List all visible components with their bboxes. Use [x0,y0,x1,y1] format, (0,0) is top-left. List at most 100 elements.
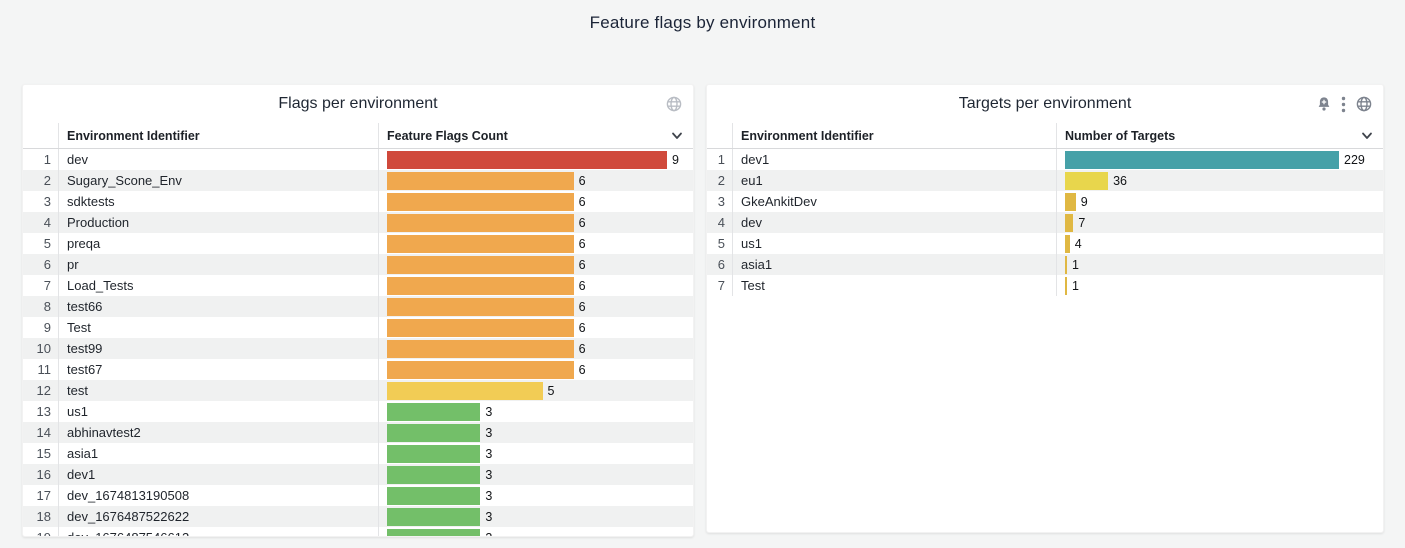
chevron-down-icon[interactable] [671,131,683,140]
table-row: 13 us1 3 [23,401,693,422]
bar-cell: 1 [1056,275,1383,296]
value-label: 1 [1072,278,1079,293]
chevron-down-icon[interactable] [1361,131,1373,140]
value-label: 3 [485,488,493,503]
value-bar [387,360,574,379]
value-label: 6 [578,257,586,272]
environment-name: dev1 [67,467,96,482]
value-bar [387,444,481,463]
table-row: 6 pr 6 [23,254,693,275]
bell-plus-icon[interactable] [1316,96,1332,113]
value-label: 9 [1080,194,1088,209]
table-row: 3 GkeAnkitDev 9 [707,191,1383,212]
bar-cell: 229 [1056,149,1383,170]
table-row: 11 test67 6 [23,359,693,380]
value-label: 7 [1078,215,1086,230]
row-index-header [23,123,59,148]
environment-name: dev_1676487546612 [59,527,378,536]
value-bar [1065,171,1109,190]
value-bar [387,276,574,295]
value-label: 6 [578,278,586,293]
environment-name: dev_1676487522622 [67,509,190,524]
value-bar [387,528,481,536]
table-row: 8 test66 6 [23,296,693,317]
value-label: 9 [672,152,679,167]
value-bar [1065,192,1076,211]
table-row: 4 Production 6 [23,212,693,233]
environment-name: test99 [67,341,103,356]
column-header-environment-identifier[interactable]: Environment Identifier [741,128,874,143]
bar-cell: 3 [378,464,693,485]
table-row: 5 preqa 6 [23,233,693,254]
environment-name: Sugary_Scone_Env [67,173,182,188]
row-index: 3 [23,191,59,212]
table-row: 3 sdktests 6 [23,191,693,212]
bar-cell: 3 [378,506,693,527]
bar-cell: 3 [378,443,693,464]
table-row: 9 Test 6 [23,317,693,338]
bar-cell: 36 [1056,170,1383,191]
environment-name: dev [741,215,762,230]
bar-cell: 7 [1056,212,1383,233]
value-label: 6 [578,215,586,230]
table-row: 2 eu1 36 [707,170,1383,191]
row-index: 13 [23,401,59,422]
value-label: 6 [578,299,586,314]
row-index: 14 [23,422,59,443]
value-label: 5 [547,383,555,398]
environment-name: dev_1674813190508 [67,488,190,503]
value-bar [387,255,574,274]
bar-cell: 4 [1056,233,1383,254]
value-bar [387,234,574,253]
value-bar [387,486,481,505]
value-bar [387,339,574,358]
environment-name: GkeAnkitDev [741,194,817,209]
row-index: 15 [23,443,59,464]
bar-cell: 3 [378,422,693,443]
globe-icon[interactable] [1355,95,1373,113]
value-label: 6 [578,173,586,188]
table-row: 7 Test 1 [707,275,1383,296]
row-index: 10 [23,338,59,359]
bar-cell: 1 [1056,254,1383,275]
bar-cell: 6 [378,170,693,191]
row-index-header [707,123,733,148]
panel-header: Targets per environment [707,85,1383,123]
value-label: 6 [578,362,586,377]
row-index: 16 [23,464,59,485]
value-label: 3 [485,531,492,537]
table-header: Environment Identifier Number of Targets [707,123,1383,149]
value-label: 6 [578,194,586,209]
environment-name: us1 [67,404,88,419]
panel-header: Flags per environment [23,85,693,123]
column-header-label: Number of Targets [1065,128,1176,143]
bar-cell: 6 [378,275,693,296]
row-index: 5 [23,233,59,254]
bar-cell: 6 [378,254,693,275]
column-header-number-of-targets[interactable]: Number of Targets [1056,123,1383,148]
value-label: 4 [1074,236,1082,251]
column-header-environment-identifier[interactable]: Environment Identifier [67,128,200,143]
table-row: 1 dev1 229 [707,149,1383,170]
environment-name: abhinavtest2 [67,425,141,440]
table-row: 17 dev_1674813190508 3 [23,485,693,506]
environment-name: test [67,383,88,398]
value-bar [387,402,481,421]
value-bar [387,318,574,337]
bar-cell: 6 [378,296,693,317]
kebab-menu-icon[interactable] [1341,96,1346,113]
value-label: 3 [485,446,493,461]
environment-name: test67 [67,362,103,377]
row-index: 5 [707,233,733,254]
column-header-feature-flags-count[interactable]: Feature Flags Count [378,123,693,148]
row-index: 1 [23,149,59,170]
environment-name: dev1 [741,152,770,167]
panel-flags-per-environment: Flags per environment Environment Identi… [22,84,694,537]
value-bar [387,213,574,232]
bar-cell: 6 [378,233,693,254]
row-index: 1 [707,149,733,170]
bar-cell: 9 [378,149,693,170]
globe-icon[interactable] [665,95,683,113]
value-bar [1065,276,1067,295]
bar-cell: 3 [378,527,693,537]
